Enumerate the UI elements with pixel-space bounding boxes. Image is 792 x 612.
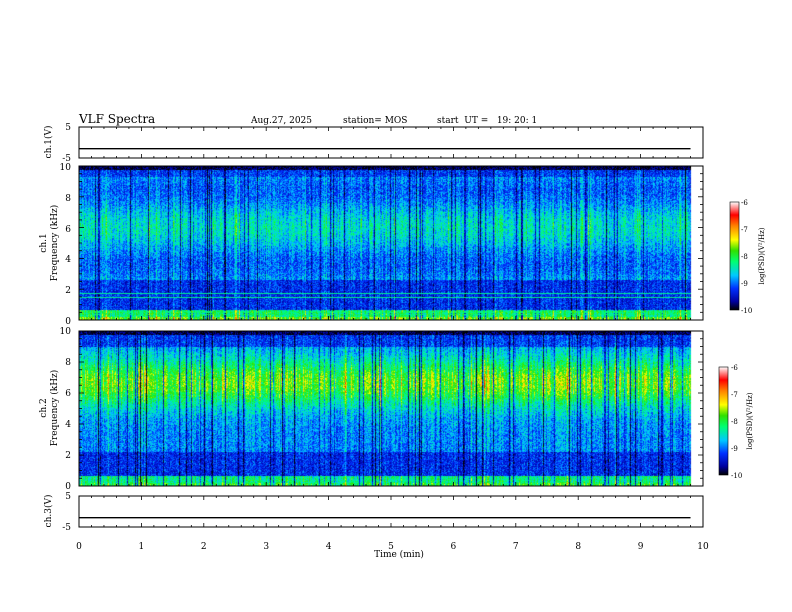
ch1-cb-tick-m10: -10 — [741, 307, 752, 315]
ch1-freq-tick-8: 8 — [65, 194, 71, 204]
ch1-colorbar-scale — [729, 201, 740, 311]
ch1-spectrogram-panel: 10 8 6 4 2 0 ch.1 Frequency (kHz) — [39, 163, 704, 327]
time-axis-ticks — [78, 127, 704, 527]
ch1-cb-tick-m6: -6 — [741, 199, 748, 207]
ch2-cb-tick-m10: -10 — [731, 472, 742, 480]
ch2-freq-tick-10: 10 — [60, 327, 72, 337]
ch1-voltage-ylabel: ch.1(V) — [43, 126, 54, 159]
ch1-freq-ticks — [79, 165, 703, 321]
ch2-cb-tick-m9: -9 — [731, 445, 738, 453]
start-time-label: start UT = 19: 20: 1 — [437, 116, 537, 126]
time-tick-label: 2 — [201, 542, 207, 552]
time-tick-label: 8 — [575, 542, 581, 552]
ch2-freq-tick-0: 0 — [65, 482, 71, 492]
time-tick-label: 5 — [388, 542, 394, 552]
ch2-frequency-ylabel: Frequency (kHz) — [49, 370, 60, 447]
ch1-colorbar: -6 -7 -8 -9 -10 log(PSD)(V²/Hz) — [729, 199, 766, 315]
time-tick-label: 6 — [451, 542, 457, 552]
ch2-freq-tick-6: 6 — [65, 389, 71, 399]
ch1-freq-tick-10: 10 — [60, 163, 72, 173]
ch2-spectrogram-panel: 10 8 6 4 2 0 ch.2 Frequency (kHz) — [39, 327, 704, 492]
date-label: Aug.27, 2025 — [250, 116, 312, 126]
ch2-cb-tick-m8: -8 — [731, 418, 738, 426]
ch3-voltage-panel: 5 -5 ch.3(V) — [43, 492, 704, 533]
ch1-cb-tick-m9: -9 — [741, 280, 748, 288]
ch1-voltage-panel: 5 -5 ch.1(V) — [43, 123, 704, 164]
ch2-freq-tick-4: 4 — [65, 420, 71, 430]
ch2-freq-tick-8: 8 — [65, 358, 71, 368]
ch2-spectrogram-ylabel: ch.2 — [39, 398, 49, 417]
ch3-voltage-ylabel: ch.3(V) — [43, 495, 54, 528]
ch2-colorbar-scale — [718, 366, 729, 476]
ch2-freq-ticks — [79, 330, 703, 487]
ch1-spectrogram-ylabel: ch.1 — [39, 233, 49, 252]
ch1-cb-tick-m7: -7 — [741, 226, 748, 234]
ch2-cb-tick-m6: -6 — [731, 364, 738, 372]
ch1-freq-tick-0: 0 — [65, 317, 71, 327]
ch1-cb-tick-m8: -8 — [741, 253, 748, 261]
ch3-ytick-bottom: -5 — [62, 523, 71, 533]
ch2-colorbar: -6 -7 -8 -9 -10 log(PSD)(V²/Hz) — [718, 364, 754, 480]
ch3-voltage-frame — [78, 495, 704, 528]
ch2-freq-tick-2: 2 — [65, 451, 71, 461]
ch2-spectrogram-image — [79, 331, 703, 486]
ch1-spectrogram-image — [79, 166, 703, 320]
ch2-cb-tick-m7: -7 — [731, 391, 738, 399]
time-tick-label: 10 — [697, 542, 709, 552]
ch1-ytick-top: 5 — [65, 123, 71, 133]
ch1-freq-tick-6: 6 — [65, 225, 71, 235]
ch2-colorbar-label: log(PSD)(V²/Hz) — [746, 392, 754, 449]
time-tick-label: 1 — [139, 542, 145, 552]
ch1-freq-tick-4: 4 — [65, 255, 71, 265]
ch1-ytick-bottom: -5 — [62, 154, 71, 164]
time-axis-tick-labels: 0 1 2 3 4 5 6 7 8 9 10 — [76, 542, 709, 552]
ch1-frequency-ylabel: Frequency (kHz) — [49, 205, 60, 282]
ch1-freq-tick-2: 2 — [65, 286, 71, 296]
ch3-ytick-top: 5 — [65, 492, 71, 502]
ch2-spectrogram-canvas — [79, 331, 703, 486]
ch1-colorbar-label: log(PSD)(V²/Hz) — [758, 227, 766, 284]
time-tick-label: 3 — [263, 542, 269, 552]
time-tick-label: 7 — [513, 542, 519, 552]
station-label: station= MOS — [343, 116, 407, 126]
time-axis-label: Time (min) — [374, 549, 424, 560]
time-tick-label: 0 — [76, 542, 82, 552]
time-tick-label: 4 — [326, 542, 332, 552]
figure-title: VLF Spectra — [78, 112, 155, 126]
time-tick-label: 9 — [638, 542, 644, 552]
ch1-spectrogram-canvas — [79, 166, 703, 320]
ch1-voltage-frame — [78, 126, 704, 159]
